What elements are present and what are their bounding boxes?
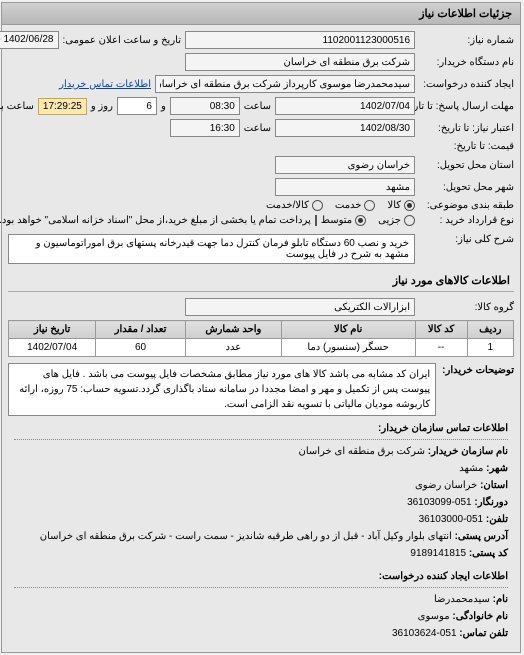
contract-opt-motavaset[interactable]: متوسط	[322, 215, 367, 226]
radio-icon	[365, 200, 376, 211]
buyer-desc-label: توضیحات خریدار:	[443, 363, 515, 416]
deadline-time	[171, 97, 241, 115]
contact-fax-line: دورنگار: 051-36103099	[15, 494, 509, 511]
order-no-label: شماره نیاز:	[420, 35, 515, 46]
panel-body: شماره نیاز: تاریخ و ساعت اعلان عمومی: 14…	[3, 25, 521, 652]
col-row: ردیف	[468, 321, 514, 339]
deadline-label: مهلت ارسال پاسخ: تا تاریخ:	[420, 101, 515, 112]
buyer-field	[186, 53, 416, 71]
row-city: شهر محل تحویل:	[9, 178, 515, 196]
province-field	[276, 156, 416, 174]
row-package: طبقه بندی موضوعی: کالا خدمت کالا/خدمت	[9, 200, 515, 211]
contact-section: اطلاعات تماس سازمان خریدار: نام سازمان خ…	[9, 416, 515, 646]
subject-text: خرید و نصب 60 دستگاه تابلو فرمان کنترل د…	[9, 234, 416, 264]
treasury-checkbox[interactable]	[316, 215, 318, 226]
pkg-opt-kala[interactable]: کالا	[388, 200, 416, 211]
col-date: تاریخ نیاز	[10, 321, 97, 339]
contact-city-line: شهر: مشهد	[15, 460, 509, 477]
cell-idx: 1	[468, 339, 514, 357]
contact-ctel-line: تلفن تماس: 051-36103624	[15, 625, 509, 642]
radio-icon	[405, 200, 416, 211]
table-row: 1 -- حسگر (سنسور) دما عدد 60 1402/07/04	[10, 339, 515, 357]
province-label: استان محل تحویل:	[420, 160, 515, 171]
row-price: قیمت: تا تاریخ:	[9, 141, 515, 152]
cell-name: حسگر (سنسور) دما	[282, 339, 416, 357]
col-code: کد کالا	[416, 321, 468, 339]
col-unit: واحد شمارش	[186, 321, 282, 339]
validity-date	[276, 119, 416, 137]
row-deadline: مهلت ارسال پاسخ: تا تاریخ: ساعت و روز و …	[9, 97, 515, 115]
countdown: 17:29:25	[39, 98, 88, 115]
deadline-date	[276, 97, 416, 115]
contract-radio-group: جزیی متوسط	[322, 215, 416, 226]
city-field	[276, 178, 416, 196]
row-buyer: نام دستگاه خریدار:	[9, 53, 515, 71]
contact-addr-line: آدرس پستی: انتهای بلوار وکیل آباد - قبل …	[15, 528, 509, 545]
validity-time-label: ساعت	[245, 123, 272, 134]
contract-note: پرداخت تمام یا بخشی از مبلغ خرید،از محل …	[0, 215, 312, 226]
radio-icon	[313, 200, 324, 211]
cell-unit: عدد	[186, 339, 282, 357]
pkg-opt-both[interactable]: کالا/خدمت	[267, 200, 324, 211]
creator-label: ایجاد کننده درخواست:	[420, 79, 515, 90]
radio-icon	[405, 215, 416, 226]
deadline-time-label: ساعت	[245, 101, 272, 112]
row-order-no: شماره نیاز: تاریخ و ساعت اعلان عمومی: 14…	[9, 31, 515, 49]
city-label: شهر محل تحویل:	[420, 182, 515, 193]
col-qty: تعداد / مقدار	[97, 321, 187, 339]
creator-field	[156, 75, 416, 93]
contact-org-line: نام سازمان خریدار: شرکت برق منطقه ای خرا…	[15, 443, 509, 460]
countdown-after: ساعت باقی مانده	[0, 101, 35, 112]
contact-header-2: اطلاعات ایجاد کننده درخواست:	[15, 568, 509, 588]
pkg-radio-group: کالا خدمت کالا/خدمت	[267, 200, 416, 211]
col-name: نام کالا	[282, 321, 416, 339]
row-contract: نوع قرارداد خرید : جزیی متوسط پرداخت تما…	[9, 215, 515, 226]
panel-title: جزئیات اطلاعات نیاز	[3, 3, 521, 25]
contact-link[interactable]: اطلاعات تماس خریدار	[60, 79, 152, 90]
buyer-label: نام دستگاه خریدار:	[420, 57, 515, 68]
subject-label: شرح کلی نیاز:	[420, 234, 515, 245]
group-field	[186, 298, 416, 316]
radio-icon	[356, 215, 367, 226]
cell-date: 1402/07/04	[10, 339, 97, 357]
order-no-field	[186, 31, 416, 49]
contact-lname-line: نام خانوادگی: موسوی	[15, 608, 509, 625]
days-field	[118, 97, 158, 115]
contact-tel-line: تلفن: 051-36103000	[15, 511, 509, 528]
announce-label: تاریخ و ساعت اعلان عمومی:	[64, 35, 183, 46]
cell-code: --	[416, 339, 468, 357]
announce-field: 1402/06/28 - 14:45	[0, 31, 60, 49]
contract-opt-jozi[interactable]: جزیی	[379, 215, 416, 226]
table-header-row: ردیف کد کالا نام کالا واحد شمارش تعداد /…	[10, 321, 515, 339]
contact-zip-line: کد پستی: 9189141815	[15, 545, 509, 562]
contact-province-line: استان: خراسان رضوی	[15, 477, 509, 494]
details-panel: جزئیات اطلاعات نیاز شماره نیاز: تاریخ و …	[2, 2, 522, 653]
goods-section-title: اطلاعات کالاهای مورد نیاز	[9, 268, 515, 292]
buyer-desc-block: توضیحات خریدار: ایران کد مشابه می باشد ک…	[9, 363, 515, 416]
goods-table: ردیف کد کالا نام کالا واحد شمارش تعداد /…	[9, 320, 515, 357]
row-validity: اعتبار نیاز: تا تاریخ: ساعت	[9, 119, 515, 137]
validity-time	[171, 119, 241, 137]
row-group: گروه کالا:	[9, 298, 515, 316]
row-province: استان محل تحویل:	[9, 156, 515, 174]
contact-name-line: نام: سیدمحمدرضا	[15, 591, 509, 608]
contract-label: نوع قرارداد خرید :	[420, 215, 515, 226]
pkg-label: طبقه بندی موضوعی:	[420, 200, 515, 211]
days-after: روز و	[92, 101, 114, 112]
pkg-opt-khedmat[interactable]: خدمت	[336, 200, 377, 211]
group-label: گروه کالا:	[420, 302, 515, 313]
cell-qty: 60	[97, 339, 187, 357]
price-label: قیمت: تا تاریخ:	[420, 141, 515, 152]
days-and: و	[162, 101, 167, 112]
contact-header-1: اطلاعات تماس سازمان خریدار:	[15, 420, 509, 440]
row-creator: ایجاد کننده درخواست: اطلاعات تماس خریدار	[9, 75, 515, 93]
row-subject: شرح کلی نیاز: خرید و نصب 60 دستگاه تابلو…	[9, 234, 515, 264]
buyer-desc-text: ایران کد مشابه می باشد کالا های مورد نیا…	[9, 363, 437, 416]
validity-label: اعتبار نیاز: تا تاریخ:	[420, 123, 515, 134]
